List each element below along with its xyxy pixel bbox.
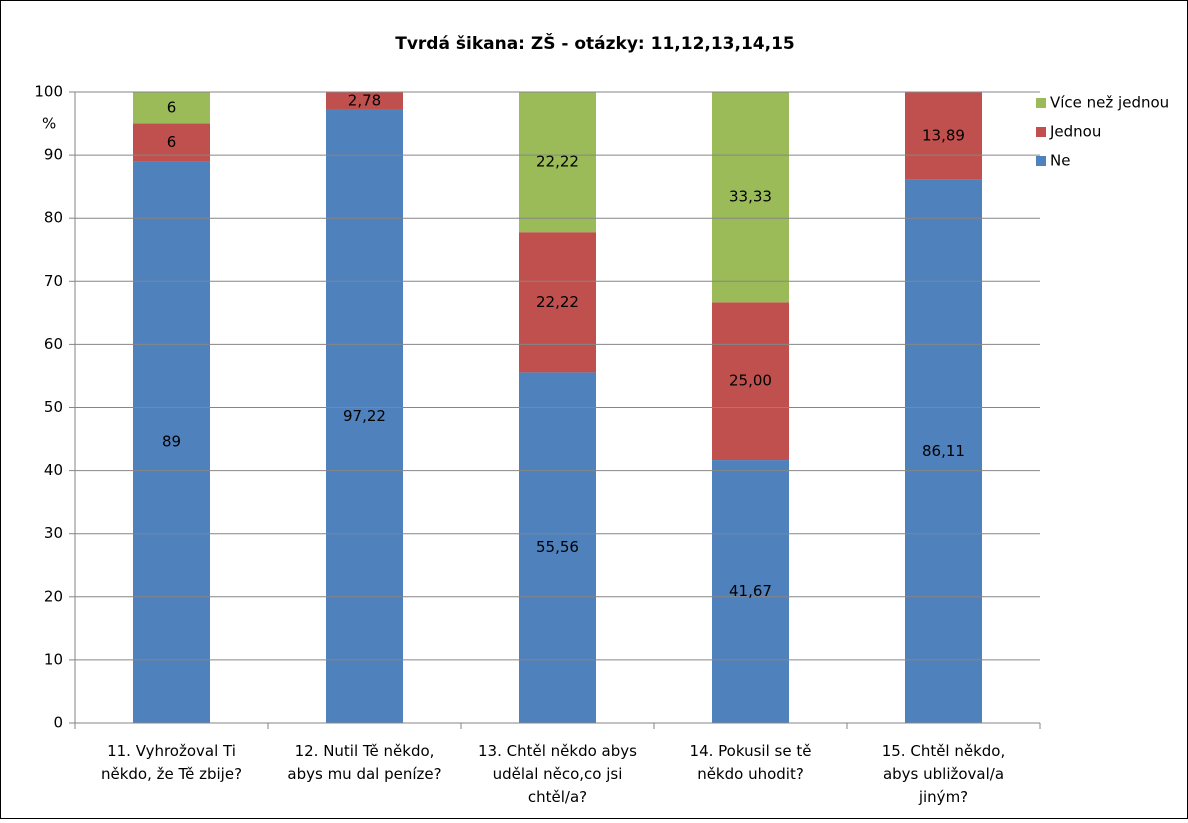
x-tick-label: 15. Chtěl někdo, abys ubližoval/a jiným? [882, 742, 1006, 806]
x-tick-label: 13. Chtěl někdo abys udělal něco,co jsi ch… [478, 742, 637, 806]
x-tick-line: někdo, že Tě zbije? [101, 765, 242, 783]
bar-segment [519, 232, 596, 373]
y-tick-label: 30 [44, 524, 63, 542]
legend-swatch [1036, 156, 1046, 166]
x-tick-line: jiným? [918, 788, 968, 806]
data-label: 86,11 [922, 442, 965, 460]
y-axis-label: % [42, 115, 56, 133]
data-label: 33,33 [729, 188, 772, 206]
y-tick-label: 40 [44, 461, 63, 479]
data-label: 13,89 [922, 126, 965, 144]
y-tick-label: 80 [44, 209, 63, 227]
bar-segment [326, 92, 403, 110]
chart-title: Tvrdá šikana: ZŠ - otázky: 11,12,13,14,1… [395, 32, 795, 54]
legend-swatch [1036, 98, 1046, 108]
data-label: 22,22 [536, 153, 579, 171]
y-tick-label: 20 [44, 587, 63, 605]
bar-segment [519, 92, 596, 233]
y-tick-label: 10 [44, 650, 63, 668]
plot-area [133, 92, 982, 723]
y-tick-label: 60 [44, 335, 63, 353]
x-tick-line: 12. Nutil Tě někdo, [295, 742, 435, 760]
bar-segment [905, 92, 982, 180]
x-tick-line: někdo uhodit? [697, 765, 804, 783]
x-tick-line: 11. Vyhrožoval Ti [107, 742, 236, 760]
bar-segment [133, 92, 210, 124]
y-tick-label: 90 [44, 146, 63, 164]
bar-segment [905, 179, 982, 723]
x-tick-label: 12. Nutil Tě někdo, abys mu dal peníze? [287, 742, 441, 783]
data-label: 6 [167, 98, 177, 116]
y-tick-label: 100 [34, 83, 63, 101]
y-tick-label: 70 [44, 272, 63, 290]
x-tick-line: udělal něco,co jsi [493, 765, 623, 783]
legend-label: Více než jednou [1050, 94, 1169, 112]
x-tick-line: 13. Chtěl někdo abys [478, 742, 637, 760]
bar-segment [712, 302, 789, 461]
x-tick-label: 11. Vyhrožoval Ti někdo, že Tě zbije? [101, 742, 242, 783]
y-tick-label: 0 [53, 714, 63, 732]
legend-swatch [1036, 127, 1046, 137]
data-label: 41,67 [729, 582, 772, 600]
x-tick-line: 15. Chtěl někdo, [882, 742, 1006, 760]
x-tick-line: abys mu dal peníze? [287, 765, 441, 783]
data-label: 55,56 [536, 538, 579, 556]
data-label: 25,00 [729, 372, 772, 390]
data-label: 6 [167, 133, 177, 151]
legend-label: Jednou [1049, 123, 1101, 141]
x-tick-line: abys ubližoval/a [883, 765, 1004, 783]
x-tick-label: 14. Pokusil se tě někdo uhodit? [690, 742, 812, 783]
bar-segment [712, 460, 789, 723]
x-tick-line: 14. Pokusil se tě [690, 742, 812, 760]
bar-segment [519, 372, 596, 723]
data-label: 97,22 [343, 407, 386, 425]
bar-segment [133, 161, 210, 723]
data-label: 2,78 [348, 91, 381, 109]
bar-segment [712, 92, 789, 303]
bar-segment [326, 109, 403, 723]
x-tick-line: chtěl/a? [528, 788, 587, 806]
data-label: 89 [162, 433, 181, 451]
legend-label: Ne [1050, 152, 1070, 170]
data-label: 22,22 [536, 293, 579, 311]
y-tick-label: 50 [44, 398, 63, 416]
